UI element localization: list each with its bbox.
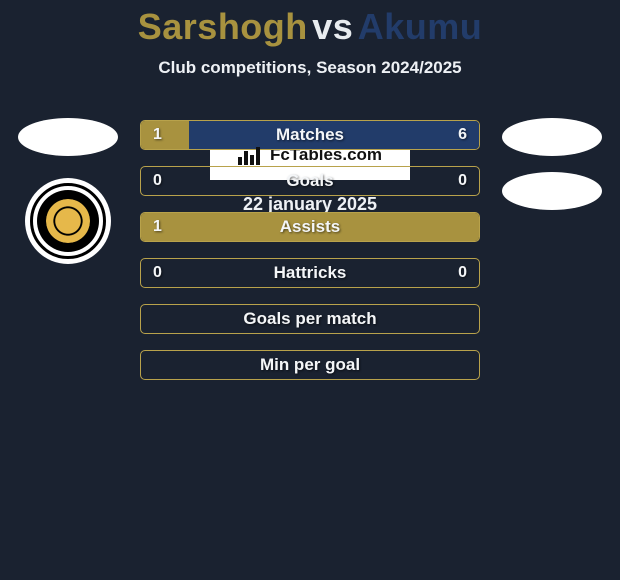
bar-value-left: 0 [153, 259, 162, 287]
player-left-name: Sarshogh [138, 6, 308, 47]
stat-bars-container: Matches16Goals00Assists1Hattricks00Goals… [140, 120, 480, 380]
bar-label: Matches [141, 121, 479, 149]
right-column [492, 110, 612, 210]
bar-chart-icon [238, 145, 262, 165]
stat-bar: Goals per match [140, 304, 480, 334]
subtitle: Club competitions, Season 2024/2025 [0, 58, 620, 78]
stat-bar: Matches1 6 [140, 120, 480, 150]
player-left-club-logo [25, 178, 111, 264]
left-column [8, 110, 128, 264]
bar-value-left: 0 [153, 167, 162, 195]
bar-value-left: 1 [153, 121, 162, 149]
bar-value-left: 1 [153, 213, 162, 241]
bar-value-right: 0 [458, 259, 467, 287]
player-right-name: Akumu [358, 6, 483, 47]
player-right-club-logo-placeholder [502, 172, 602, 210]
stat-bar: Min per goal [140, 350, 480, 380]
vs-separator: vs [312, 6, 353, 47]
bar-value-right: 0 [458, 167, 467, 195]
content: Matches16Goals00Assists1Hattricks00Goals… [0, 110, 620, 215]
player-right-photo-placeholder [502, 118, 602, 156]
bar-value-right: 6 [458, 121, 467, 149]
bar-label: Goals [141, 167, 479, 195]
bar-label: Hattricks [141, 259, 479, 287]
stat-bar: Hattricks0 0 [140, 258, 480, 288]
comparison-title: Sarshogh vs Akumu [0, 0, 620, 48]
bar-label: Min per goal [141, 351, 479, 379]
stat-bar: Goals0 0 [140, 166, 480, 196]
player-left-photo-placeholder [18, 118, 118, 156]
bar-label: Assists [141, 213, 479, 241]
bar-label: Goals per match [141, 305, 479, 333]
stat-bar: Assists1 [140, 212, 480, 242]
